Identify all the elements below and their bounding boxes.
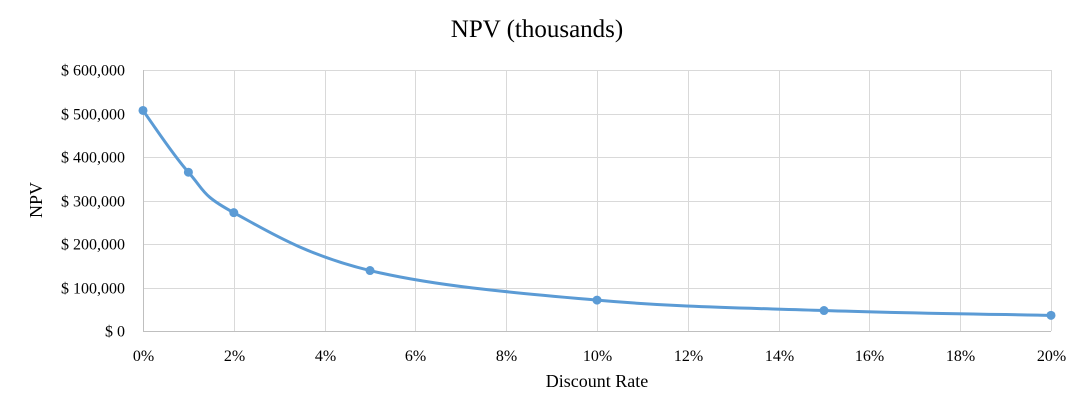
x-tick-label: 0% [133, 348, 154, 365]
chart-title: NPV (thousands) [451, 16, 623, 43]
x-axis-title: Discount Rate [546, 371, 648, 391]
y-tick-label: $ 400,000 [61, 150, 125, 167]
data-point [229, 208, 239, 218]
y-tick-label: $ 300,000 [61, 194, 125, 211]
data-point [138, 105, 148, 115]
series [138, 105, 1056, 320]
y-tick-label: $ 200,000 [61, 237, 125, 254]
x-tick-label: 4% [315, 348, 336, 365]
x-axis-ticks: 0% 2% 4% 6% 8% 10% 12% 14% 16% 18% 20% [133, 348, 1066, 365]
data-point [365, 266, 375, 276]
x-tick-label: 8% [496, 348, 517, 365]
y-tick-label: $ 0 [105, 324, 125, 341]
y-axis-title: NPV [26, 182, 46, 218]
x-tick-label: 2% [224, 348, 245, 365]
x-tick-label: 16% [855, 348, 884, 365]
x-tick-label: 10% [583, 348, 612, 365]
x-tick-label: 14% [765, 348, 794, 365]
data-point [1046, 310, 1056, 320]
x-tick-label: 6% [405, 348, 426, 365]
y-tick-label: $ 600,000 [61, 63, 125, 80]
series-line [141, 108, 1053, 317]
y-tick-label: $ 500,000 [61, 107, 125, 124]
data-point [592, 295, 602, 305]
x-tick-label: 12% [674, 348, 703, 365]
data-point [819, 306, 829, 316]
y-axis-ticks: $ 0 $ 100,000 $ 200,000 $ 300,000 $ 400,000 $… [61, 63, 125, 341]
grid [143, 70, 1052, 331]
x-tick-label: 18% [946, 348, 975, 365]
y-tick-label: $ 100,000 [61, 281, 125, 298]
data-point [183, 167, 193, 177]
x-tick-label: 20% [1037, 348, 1066, 365]
